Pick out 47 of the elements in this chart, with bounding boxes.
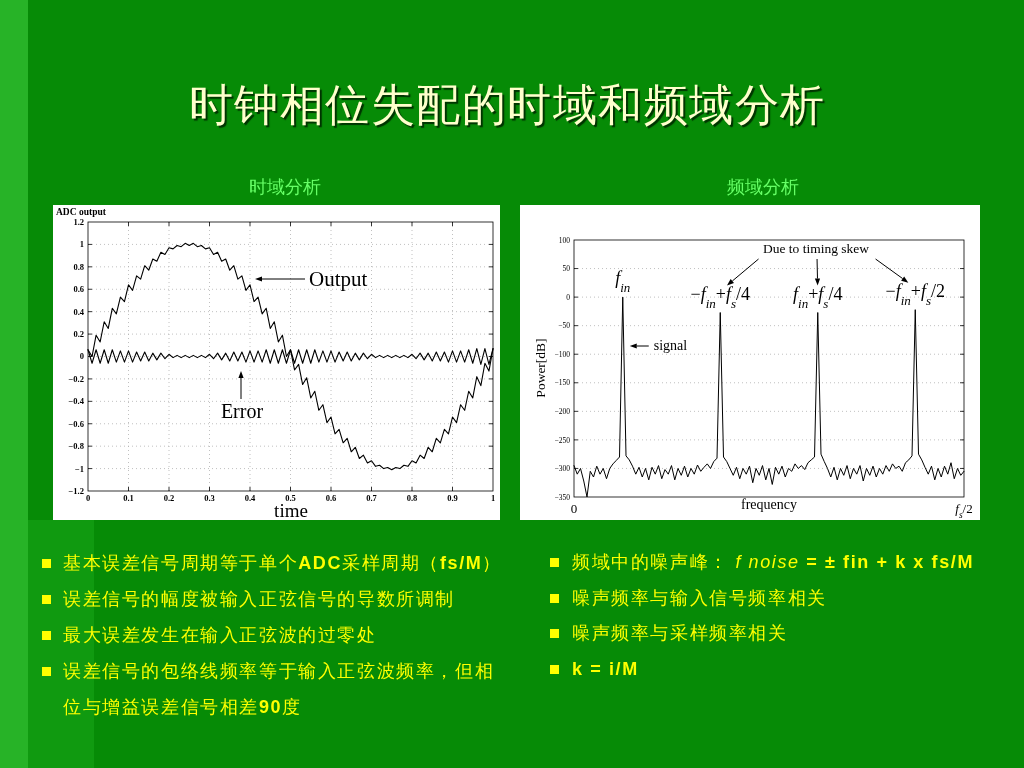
text: 频域中的噪声峰： f noise = ± fin + k x fs/M (572, 552, 974, 572)
x-tick-label: 0.3 (204, 492, 215, 503)
x-tick-label: 0.1 (123, 492, 134, 503)
y-tick-label: 1.2 (73, 216, 84, 227)
y-tick-label: −1 (74, 463, 84, 474)
text: 噪声频率与采样频率相关 (572, 623, 788, 644)
chart-title: 时域分析 (249, 177, 321, 197)
x-tick-label: 0.8 (406, 492, 418, 503)
text: 时钟相位失配的时域和频域分析 (188, 81, 826, 130)
series-label: Error (220, 400, 264, 422)
text: 误差信号的包络线频率等于输入正弦波频率，但相位与增益误差信号相差90度 (63, 661, 495, 717)
text: 基本误差信号周期等于单个ADC采样周期（fs/M） (63, 553, 503, 573)
y-tick-label: 0.8 (73, 261, 84, 272)
text: 误差信号的幅度被输入正弦信号的导数所调制 (63, 589, 455, 609)
annotation: −f$_{in}$+f$_{s}$/2 (885, 280, 946, 308)
y-tick-label: −0.2 (68, 373, 84, 384)
x-tick-label: 0.4 (244, 492, 257, 503)
y-tick-label: 0.6 (73, 284, 84, 295)
text: 最大误差发生在输入正弦波的过零处 (63, 625, 377, 645)
annotation: −f$_{in}$+f$_{s}$/4 (690, 283, 751, 311)
y-tick-label: 0.4 (73, 306, 85, 317)
text: k = i/M (572, 658, 639, 679)
text: f$_{s}$/2 (955, 501, 973, 520)
annotation: Due to timing skew (762, 241, 870, 256)
y-tick-label: 1 (79, 239, 84, 250)
y-tick-label: 0 (79, 351, 84, 362)
y-tick-label: −0.4 (68, 396, 85, 407)
x-axis-title: frequency (741, 497, 797, 512)
y-tick-label: 0.2 (73, 329, 84, 340)
x-tick-label: 0.7 (366, 492, 378, 503)
y-tick-label: −1.2 (68, 485, 84, 496)
annotation: f$_{in}$ (615, 268, 631, 295)
y-tick-label: −0.8 (68, 441, 84, 452)
y-axis-title: ADC output (56, 207, 107, 217)
text: 噪声频率与输入信号频率相关 (572, 587, 827, 608)
x-tick-label: 0.5 (285, 492, 296, 503)
annotation: f$_{in}$+f$_{s}$/4 (793, 283, 843, 311)
y-axis-title: Power[dB] (533, 338, 548, 398)
chart-title: 频域分析 (727, 177, 799, 197)
x-tick-label: 0.2 (163, 492, 175, 503)
annotation: signal (653, 338, 688, 353)
x-tick-label: 0.9 (447, 492, 458, 503)
y-tick-label: −0.6 (68, 418, 84, 429)
x-tick-label: 1 (490, 492, 496, 503)
legend-label: Output (309, 267, 368, 291)
x-axis-title: time (274, 500, 308, 521)
x-tick-label: 0.6 (325, 492, 337, 503)
